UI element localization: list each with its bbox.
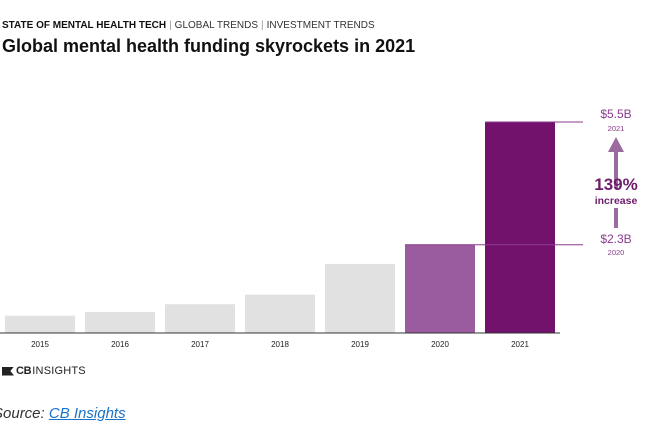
x-tick-label-2018: 2018 xyxy=(271,340,289,349)
source-link[interactable]: CB Insights xyxy=(48,405,126,422)
annotation-percent: 139% xyxy=(594,175,637,194)
x-tick-label-2015: 2015 xyxy=(31,340,49,349)
breadcrumb: STATE OF MENTAL HEALTH TECH | GLOBAL TREND… xyxy=(2,20,375,31)
breadcrumb-item-global-trends: GLOBAL TRENDS xyxy=(174,20,259,31)
breadcrumb-separator: | xyxy=(169,20,172,31)
cb-insights-logo: CB INSIGHTS xyxy=(2,365,86,377)
arrow-up-shaft xyxy=(614,150,618,188)
breadcrumb-separator: | xyxy=(261,20,264,31)
annotation-mid-year: 2020 xyxy=(608,248,625,257)
annotation-percent-label: increase xyxy=(595,195,638,207)
annotation-mid-value: $2.3B xyxy=(600,232,631,246)
annotation-top-value: $5.5B xyxy=(600,107,631,121)
chart-title: Global mental health funding skyrockets … xyxy=(2,36,416,56)
x-tick-label-2021: 2021 xyxy=(511,340,529,349)
annotation-top-year: 2021 xyxy=(608,124,625,133)
breadcrumb-item-investment-trends: INVESTMENT TRENDS xyxy=(266,20,375,31)
x-tick-label-2016: 2016 xyxy=(111,340,129,349)
x-tick-label-2019: 2019 xyxy=(351,340,369,349)
arrow-lower-shaft xyxy=(614,208,618,228)
arrow-up-icon xyxy=(608,137,624,152)
bar-2021 xyxy=(485,122,555,333)
logo-cb-text: CB xyxy=(16,365,32,377)
breadcrumb-main: STATE OF MENTAL HEALTH TECH xyxy=(2,20,167,31)
x-tick-label-2017: 2017 xyxy=(191,340,209,349)
cb-logo-mark-icon xyxy=(2,366,14,376)
bar-2017 xyxy=(165,304,235,333)
bar-2020 xyxy=(405,244,475,333)
logo-insights-text: INSIGHTS xyxy=(32,365,86,377)
bar-2018 xyxy=(245,294,315,333)
bar-2015 xyxy=(5,315,75,333)
bar-2019 xyxy=(325,263,395,333)
x-tick-label-2020: 2020 xyxy=(431,340,449,349)
bar-2016 xyxy=(85,311,155,333)
